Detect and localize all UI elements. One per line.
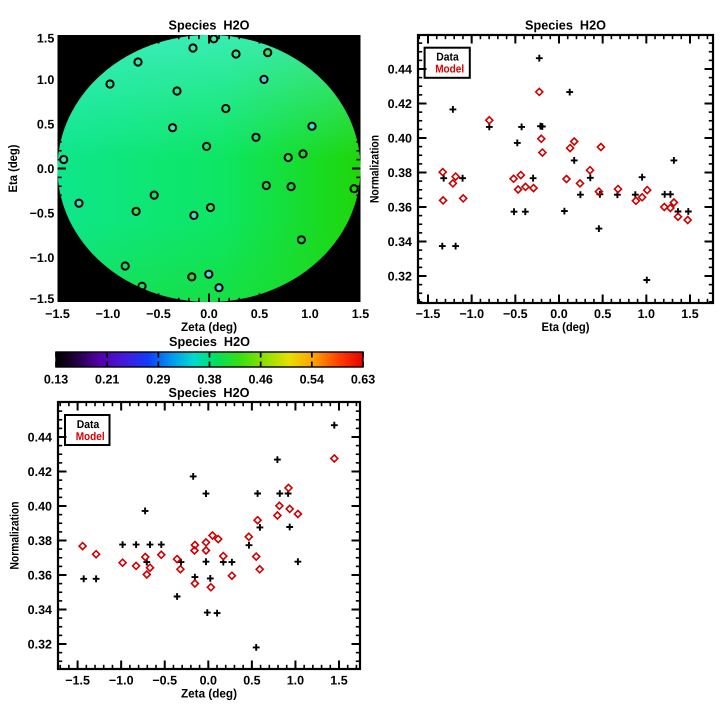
svg-text:−0.5: −0.5 (503, 307, 528, 321)
svg-text:0.0: 0.0 (37, 162, 54, 176)
svg-text:Eta (deg): Eta (deg) (6, 145, 20, 193)
svg-text:1.5: 1.5 (37, 31, 54, 45)
svg-text:Normalization: Normalization (8, 502, 22, 570)
svg-text:−1.5: −1.5 (30, 292, 55, 306)
svg-text:0.38: 0.38 (197, 373, 221, 387)
svg-text:0.5: 0.5 (37, 117, 54, 131)
svg-text:1.0: 1.0 (287, 674, 304, 688)
svg-text:0.0: 0.0 (200, 674, 217, 688)
svg-text:0.44: 0.44 (28, 430, 52, 444)
svg-text:Model: Model (76, 431, 105, 443)
svg-text:Species H2O: Species H2O (169, 334, 250, 349)
svg-text:0.36: 0.36 (28, 568, 52, 582)
svg-text:0.40: 0.40 (28, 499, 52, 513)
svg-text:0.38: 0.38 (28, 534, 52, 548)
svg-text:0.54: 0.54 (300, 373, 324, 387)
svg-text:−1.5: −1.5 (45, 307, 70, 321)
svg-text:0.40: 0.40 (388, 131, 412, 145)
svg-text:0.42: 0.42 (388, 97, 412, 111)
svg-text:−1.5: −1.5 (65, 674, 90, 688)
svg-text:−0.5: −0.5 (30, 206, 55, 220)
svg-text:1.5: 1.5 (352, 307, 369, 321)
svg-text:0.36: 0.36 (388, 200, 412, 214)
svg-text:0.13: 0.13 (44, 373, 68, 387)
svg-text:1.0: 1.0 (301, 307, 318, 321)
svg-text:Data: Data (436, 52, 459, 64)
svg-text:0.34: 0.34 (388, 235, 412, 249)
svg-text:Zeta (deg): Zeta (deg) (181, 687, 237, 701)
svg-text:−1.5: −1.5 (416, 307, 441, 321)
svg-text:Zeta (deg): Zeta (deg) (181, 320, 237, 334)
svg-text:0.32: 0.32 (28, 637, 52, 651)
svg-text:0.5: 0.5 (594, 307, 611, 321)
svg-text:1.5: 1.5 (681, 307, 698, 321)
svg-text:0.38: 0.38 (388, 166, 412, 180)
svg-text:0.44: 0.44 (388, 62, 412, 76)
svg-text:Model: Model (435, 64, 464, 76)
svg-text:Species H2O: Species H2O (169, 18, 250, 33)
svg-text:−1.0: −1.0 (109, 674, 134, 688)
svg-text:−0.5: −0.5 (152, 674, 177, 688)
svg-text:0.0: 0.0 (550, 307, 567, 321)
svg-text:0.5: 0.5 (251, 307, 268, 321)
svg-text:−0.5: −0.5 (146, 307, 171, 321)
svg-text:Eta (deg): Eta (deg) (542, 320, 590, 334)
svg-text:Species H2O: Species H2O (169, 385, 250, 400)
svg-text:−1.0: −1.0 (459, 307, 484, 321)
svg-text:0.46: 0.46 (249, 373, 273, 387)
svg-text:0.21: 0.21 (95, 373, 119, 387)
svg-text:Species H2O: Species H2O (525, 18, 606, 33)
svg-text:0.5: 0.5 (243, 674, 260, 688)
svg-text:Normalization: Normalization (368, 135, 382, 203)
svg-text:Data: Data (77, 419, 100, 431)
svg-text:0.34: 0.34 (28, 603, 52, 617)
svg-text:0.42: 0.42 (28, 465, 52, 479)
svg-text:0.63: 0.63 (351, 373, 375, 387)
svg-text:0.32: 0.32 (388, 269, 412, 283)
svg-text:−1.0: −1.0 (30, 251, 55, 265)
svg-text:0.29: 0.29 (146, 373, 170, 387)
svg-text:1.0: 1.0 (37, 73, 54, 87)
svg-text:−1.0: −1.0 (96, 307, 121, 321)
svg-text:1.5: 1.5 (330, 674, 347, 688)
svg-text:1.0: 1.0 (638, 307, 655, 321)
svg-text:0.0: 0.0 (200, 307, 217, 321)
